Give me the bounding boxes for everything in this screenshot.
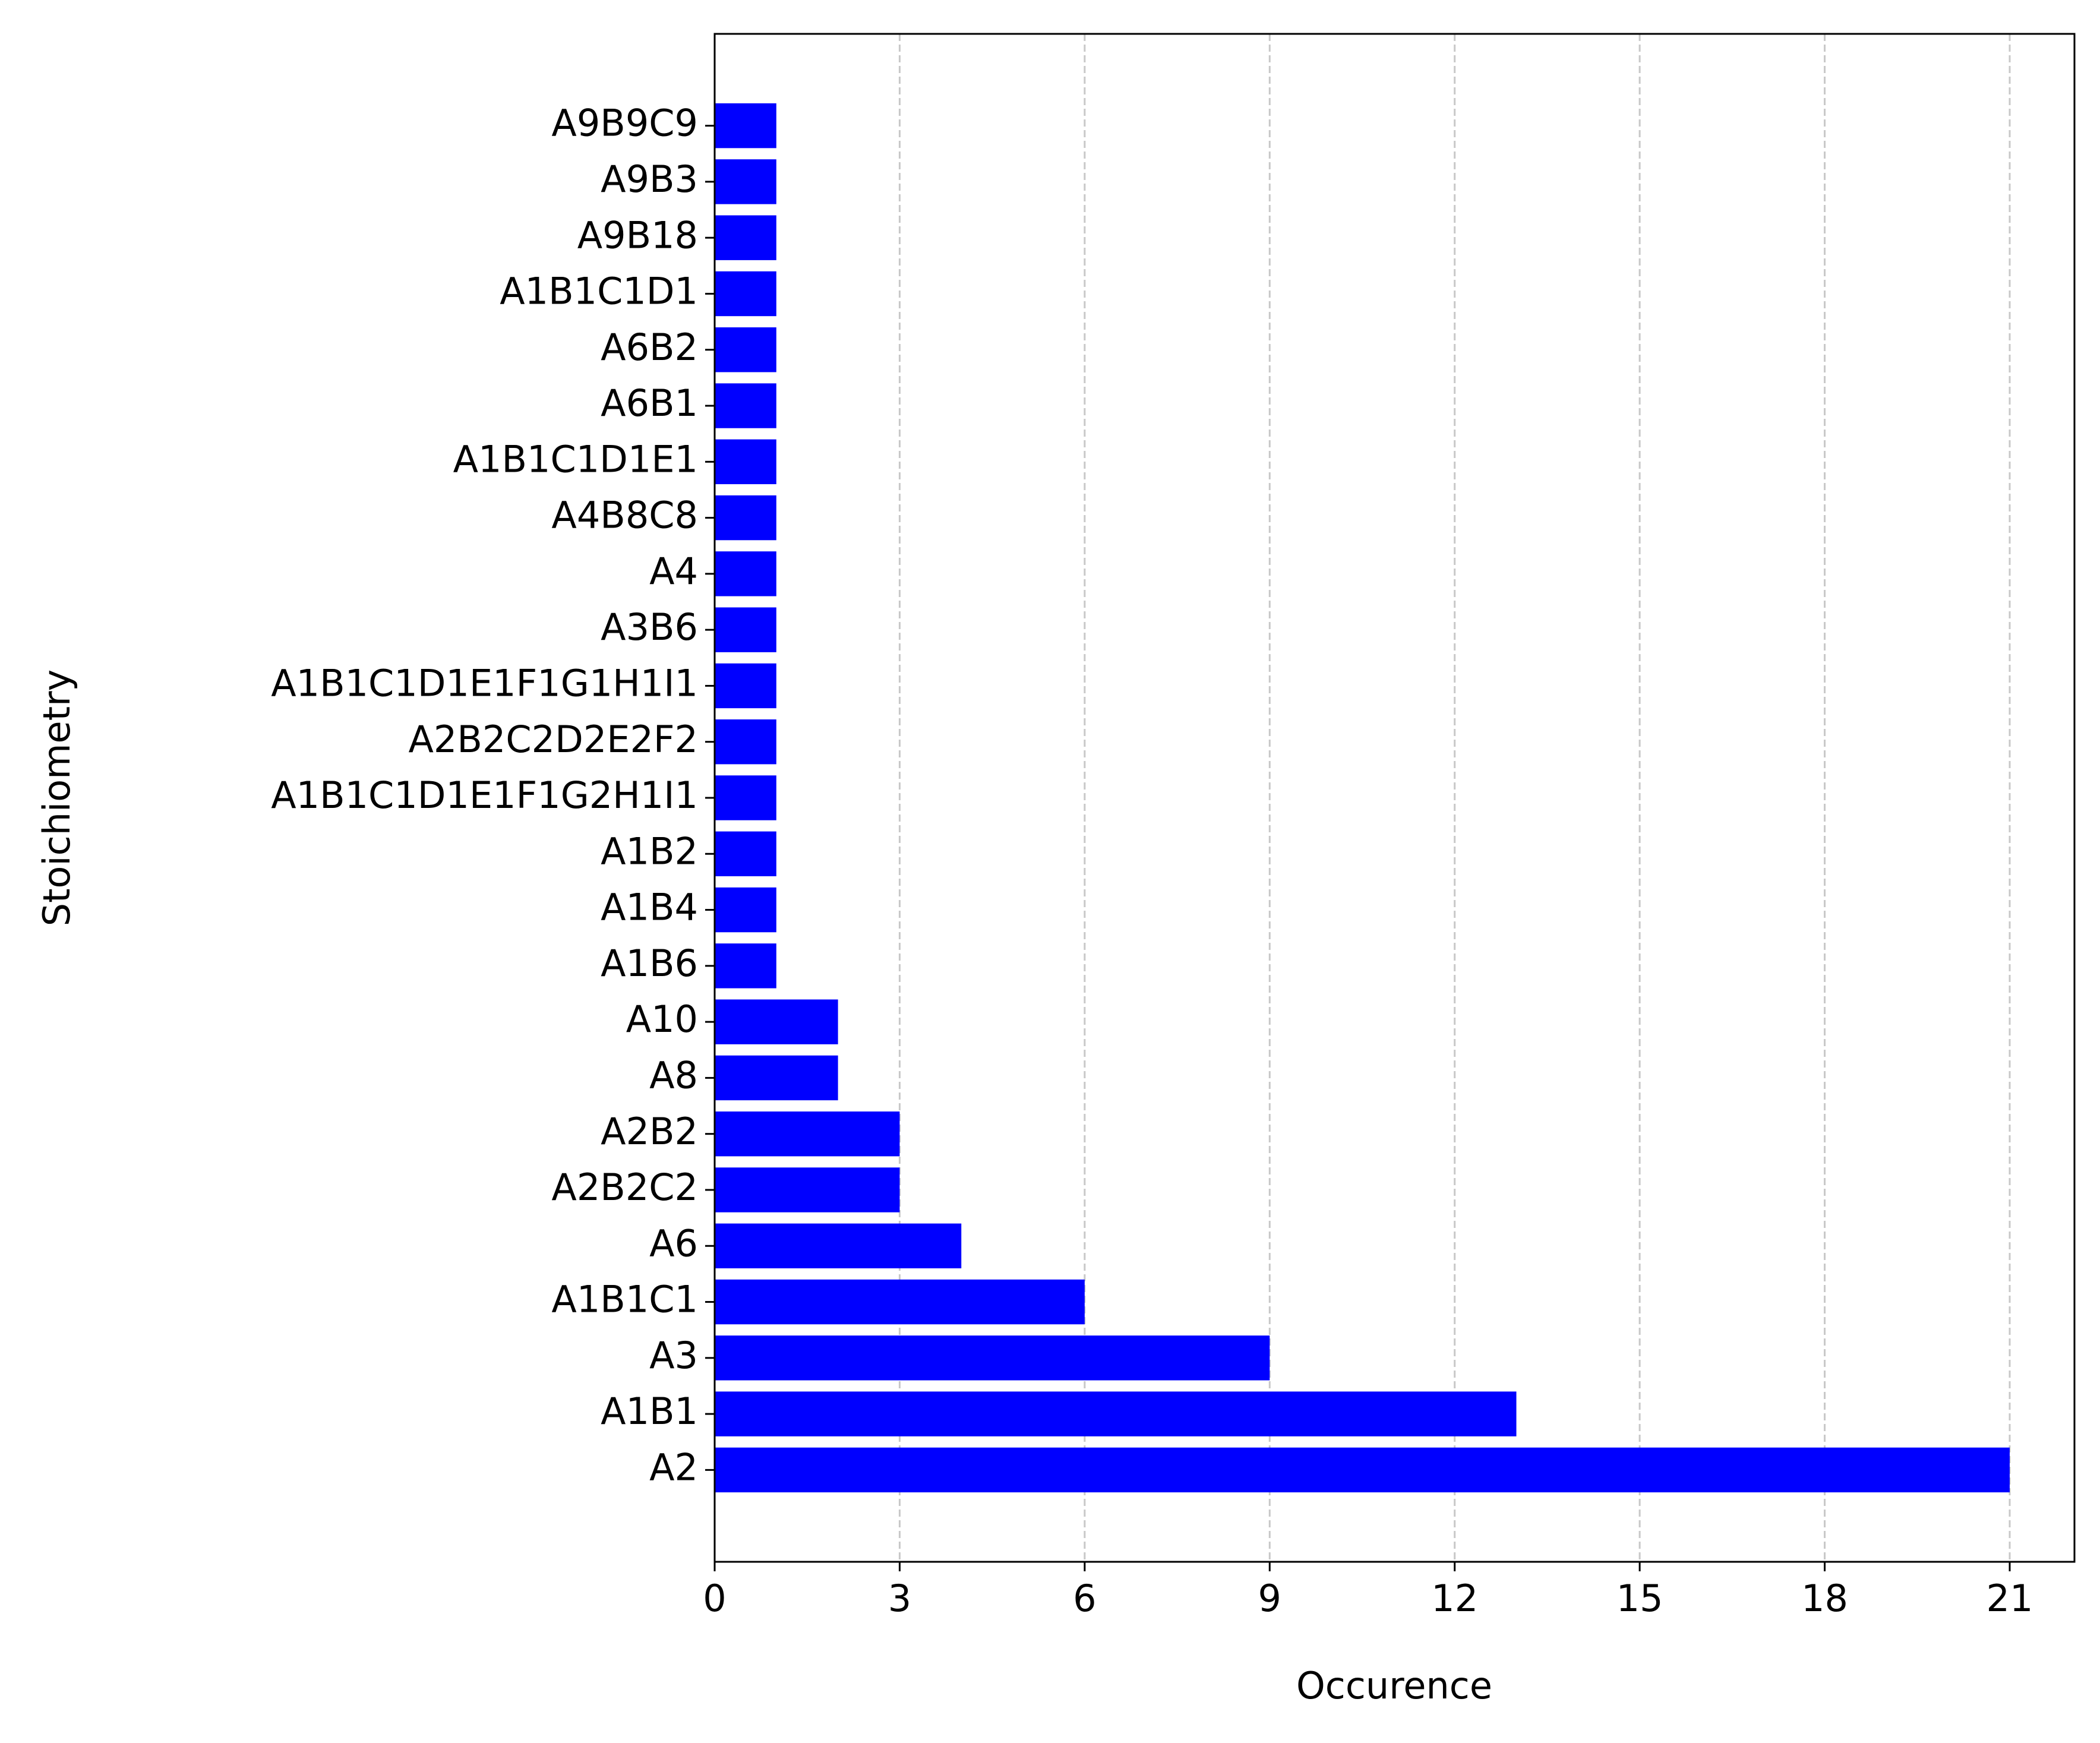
bar <box>715 663 776 709</box>
y-tick-label: A2 <box>649 1445 698 1489</box>
y-tick-label: A4B8C8 <box>551 494 698 537</box>
y-tick-label: A6B2 <box>601 326 698 369</box>
y-tick-label: A1B1C1D1E1F1G2H1I1 <box>271 773 698 817</box>
bar <box>715 439 776 485</box>
y-tick-label: A9B18 <box>577 213 698 257</box>
x-tick-label: 21 <box>1987 1577 2033 1620</box>
bar <box>715 215 776 260</box>
x-tick-label: 15 <box>1616 1577 1663 1620</box>
bar <box>715 607 776 652</box>
bar <box>715 775 776 820</box>
bar <box>715 495 776 541</box>
x-tick-label: 9 <box>1258 1577 1281 1620</box>
y-tick-label: A6B1 <box>601 381 698 425</box>
y-tick-label: A4 <box>649 550 698 593</box>
y-axis-label: Stoichiometry <box>35 670 78 926</box>
x-tick-label: 6 <box>1073 1577 1096 1620</box>
y-tick-label: A1B1C1D1 <box>500 270 698 313</box>
bar <box>715 159 776 204</box>
x-axis-label: Occurence <box>1296 1664 1492 1707</box>
y-tick-label: A2B2C2D2E2F2 <box>409 718 699 761</box>
bar <box>715 551 776 596</box>
bar <box>715 887 776 933</box>
x-tick-label: 0 <box>703 1577 726 1620</box>
y-tick-label: A2B2 <box>601 1110 698 1153</box>
bar <box>715 1223 962 1268</box>
y-tick-label: A1B1 <box>601 1390 698 1433</box>
x-tick-label: 18 <box>1801 1577 1848 1620</box>
y-tick-label: A6 <box>649 1221 698 1265</box>
bar <box>715 327 776 372</box>
bar <box>715 271 776 317</box>
bar <box>715 1167 900 1212</box>
bar <box>715 103 776 149</box>
y-tick-label: A1B4 <box>601 886 698 929</box>
bar <box>715 383 776 428</box>
y-tick-label: A1B6 <box>601 942 698 985</box>
bar <box>715 1335 1270 1381</box>
bar <box>715 1391 1517 1436</box>
y-tick-label: A3 <box>649 1334 698 1377</box>
bar <box>715 1111 900 1157</box>
bar <box>715 943 776 989</box>
bar <box>715 719 776 765</box>
bar <box>715 1279 1085 1325</box>
y-tick-label: A8 <box>649 1054 698 1097</box>
y-tick-label: A10 <box>626 997 698 1041</box>
x-tick-label: 12 <box>1431 1577 1478 1620</box>
y-tick-label: A1B1C1 <box>551 1278 698 1321</box>
bar <box>715 1447 2010 1493</box>
bar <box>715 999 838 1044</box>
y-tick-label: A9B9C9 <box>551 102 698 145</box>
plot-frame <box>713 33 2076 1563</box>
y-tick-label: A1B2 <box>601 829 698 873</box>
y-tick-label: A9B3 <box>601 157 698 201</box>
y-tick-label: A1B1C1D1E1 <box>453 437 698 481</box>
y-tick-label: A3B6 <box>601 605 698 649</box>
y-tick-label: A1B1C1D1E1F1G1H1I1 <box>271 662 698 705</box>
x-tick-label: 3 <box>888 1577 911 1620</box>
y-tick-label: A2B2C2 <box>551 1166 698 1209</box>
bar <box>715 831 776 876</box>
bar <box>715 1055 838 1101</box>
